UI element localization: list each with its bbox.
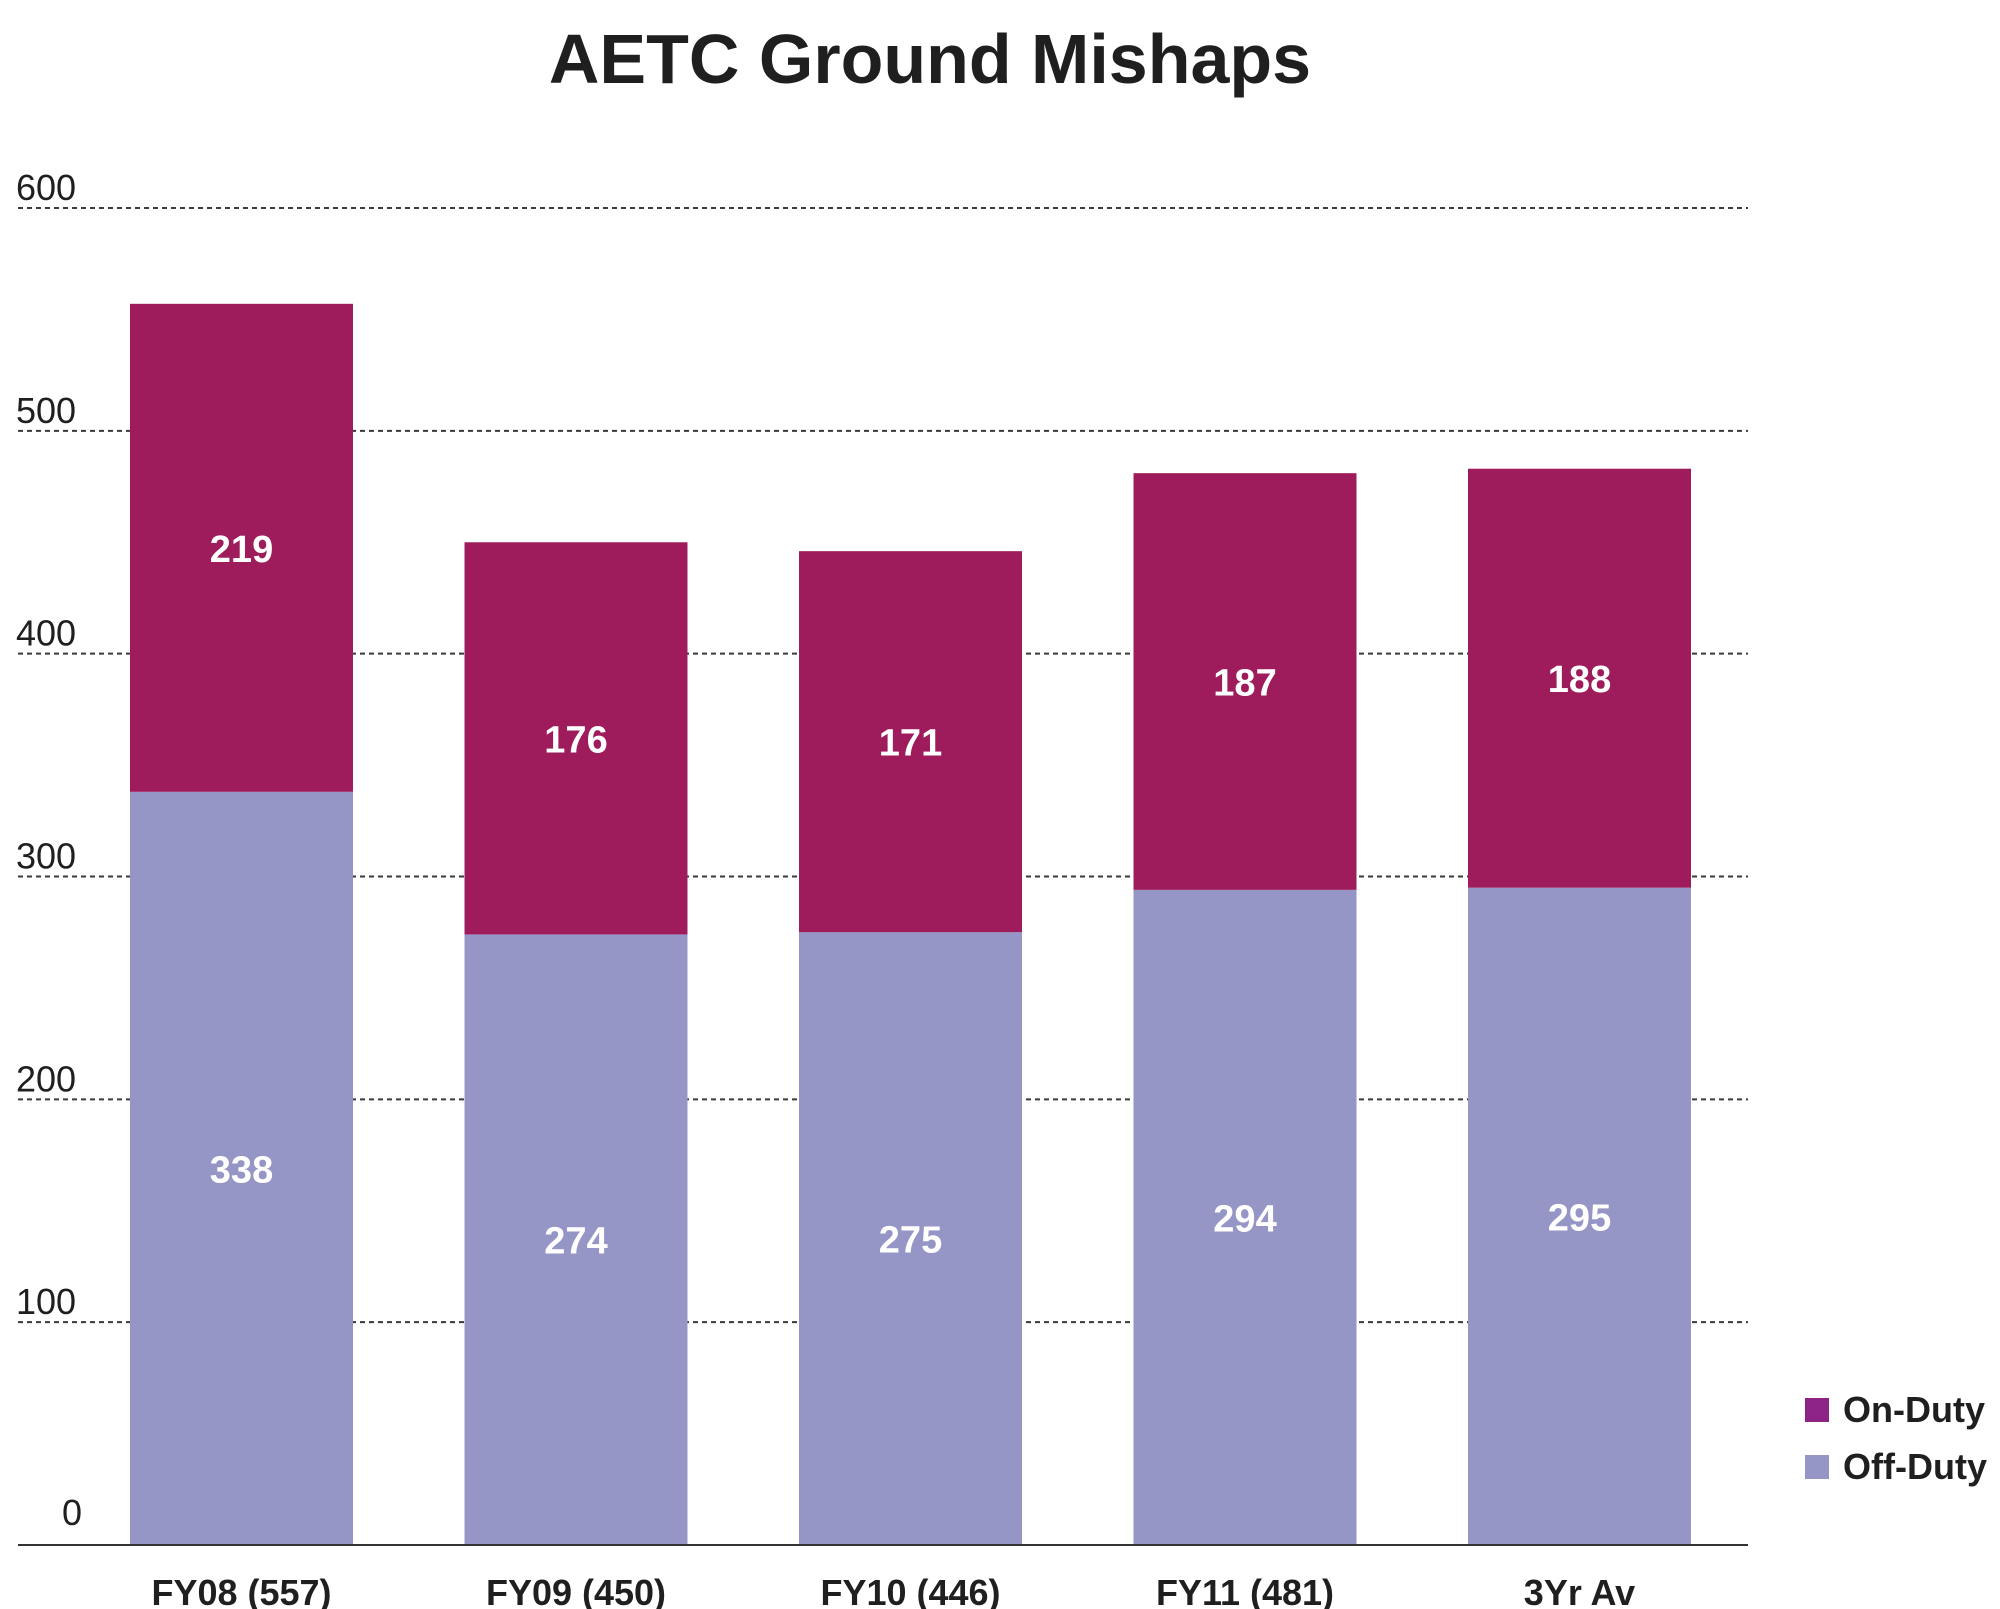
chart-title: AETC Ground Mishaps: [549, 20, 1311, 98]
legend-swatch: [1805, 1398, 1829, 1422]
legend: On-Duty Off-Duty: [1805, 1389, 1987, 1487]
value-labels: 338 219 274 176 275 171 294 187 295 188: [210, 529, 1611, 1263]
data-label: 187: [1213, 663, 1276, 705]
x-axis-tick-labels: FY08 (557) FY09 (450) FY10 (446) FY11 (481)…: [151, 1572, 1635, 1609]
data-label: 295: [1548, 1197, 1611, 1239]
bar-off-duty: [464, 934, 688, 1545]
data-label: 176: [544, 719, 607, 761]
bar-on-duty: [1133, 473, 1357, 890]
data-label: 338: [210, 1149, 273, 1191]
y-tick-label: 600: [16, 167, 76, 208]
data-label: 219: [210, 529, 273, 571]
data-label: 274: [544, 1221, 607, 1263]
bar-off-duty: [1468, 887, 1691, 1545]
x-tick-label: FY11 (481): [1156, 1572, 1334, 1609]
bar-on-duty: [130, 303, 353, 792]
bar-off-duty: [1133, 889, 1357, 1545]
legend-label: On-Duty: [1843, 1389, 1985, 1430]
x-tick-label: FY09 (450): [486, 1572, 666, 1609]
bar-on-duty: [799, 551, 1022, 933]
x-tick-label: FY08 (557): [151, 1572, 331, 1609]
legend-label: Off-Duty: [1843, 1446, 1987, 1487]
bar-on-duty: [464, 542, 688, 935]
y-tick-label: 300: [16, 836, 76, 877]
y-tick-label: 500: [16, 390, 76, 431]
data-label: 188: [1548, 659, 1611, 701]
bar-on-duty: [1468, 468, 1691, 888]
y-tick-label: 400: [16, 613, 76, 654]
bar-off-duty: [799, 932, 1022, 1545]
x-tick-label: 3Yr Av: [1524, 1572, 1635, 1609]
y-axis-tick-labels: 0 100 200 300 400 500 600: [16, 167, 82, 1533]
x-tick-label: FY10 (446): [820, 1572, 1000, 1609]
data-label: 171: [879, 723, 942, 765]
y-tick-label: 100: [16, 1281, 76, 1322]
data-label: 275: [879, 1220, 942, 1262]
bars: [130, 303, 1691, 1545]
bar-off-duty: [130, 791, 353, 1545]
data-label: 294: [1213, 1198, 1276, 1240]
legend-swatch: [1805, 1455, 1829, 1479]
y-tick-label: 200: [16, 1058, 76, 1099]
y-tick-label: 0: [62, 1492, 82, 1533]
